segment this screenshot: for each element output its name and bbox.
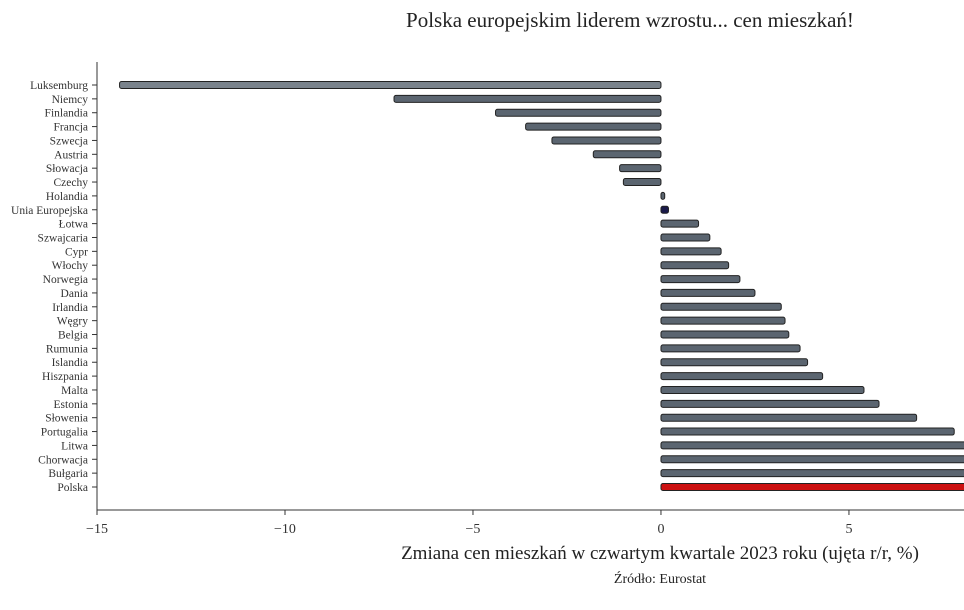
bar-norwegia [660,275,741,284]
x-tick-label: −10 [274,522,296,537]
bar-holandia [660,191,666,200]
bar-hiszpania [660,372,824,381]
bar-francja [525,122,662,131]
source-note: Źródło: Eurostat [613,572,707,587]
bar-słowenia [660,413,918,422]
x-axis-label: Zmiana cen mieszkań w czwartym kwartale … [401,543,919,564]
bar-włochy [660,261,730,270]
bar-węgry [660,316,786,325]
y-tick-label: Polska [57,482,88,494]
y-tick-label: Dania [61,288,88,300]
bar-estonia [660,399,880,408]
bar-malta [660,385,865,394]
y-tick-label: Szwajcaria [38,232,88,244]
bar-austria [592,150,662,159]
y-tick-label: Islandia [52,357,88,369]
y-tick-label: Włochy [52,260,89,272]
y-tick-label: Słowacja [46,163,88,175]
bar-bułgaria [660,469,964,478]
y-tick-label: Austria [54,149,88,161]
bar-łotwa [660,219,700,228]
bar-litwa [660,441,964,450]
y-tick-label: Unia Europejska [11,205,88,217]
bar-rumunia [660,344,801,353]
y-tick-label: Finlandia [45,108,88,120]
bar-słowacja [619,164,662,173]
bar-portugalia [660,427,955,436]
y-tick-label: Hiszpania [42,371,88,383]
bar-belgia [660,330,790,339]
y-tick-label: Rumunia [46,343,88,355]
bar-szwajcaria [660,233,711,242]
y-tick-label: Holandia [46,191,88,203]
bar-chorwacja [660,455,964,464]
y-tick-label: Luksemburg [30,80,88,92]
y-tick-label: Cypr [65,246,88,258]
bar-finlandia [495,108,662,117]
y-tick-label: Niemcy [52,94,89,106]
bar-irlandia [660,302,782,311]
y-tick-label: Bułgaria [48,468,88,480]
bar-cypr [660,247,722,256]
x-tick-label: 0 [657,522,664,537]
y-tick-label: Chorwacja [38,454,88,466]
y-tick-label: Belgia [58,330,88,342]
y-tick-label: Czechy [54,177,89,189]
y-tick-label: Słowenia [45,413,88,425]
y-tick-label: Łotwa [59,219,88,231]
y-tick-label: Litwa [61,440,88,452]
bar-islandia [660,358,809,367]
chart-title: Polska europejskim liderem wzrostu... ce… [406,8,854,32]
bar-luksemburg [119,81,662,89]
bar-unia-europejska [660,205,669,214]
bar-niemcy [393,94,662,103]
x-tick-label: −5 [466,522,481,537]
y-tick-label: Norwegia [43,274,88,286]
y-tick-label: Malta [61,385,88,397]
y-tick-label: Irlandia [52,302,88,314]
bar-szwecja [551,136,662,145]
y-tick-label: Francja [54,122,88,134]
x-tick-label: −15 [86,522,108,537]
y-tick-label: Portugalia [41,427,88,439]
bar-czechy [622,178,662,187]
y-tick-label: Węgry [57,316,89,328]
y-tick-label: Szwecja [50,135,88,147]
y-tick-label: Estonia [54,399,89,411]
x-tick-label: 5 [845,522,852,537]
bar-polska [660,483,964,491]
bar-dania [660,288,756,297]
